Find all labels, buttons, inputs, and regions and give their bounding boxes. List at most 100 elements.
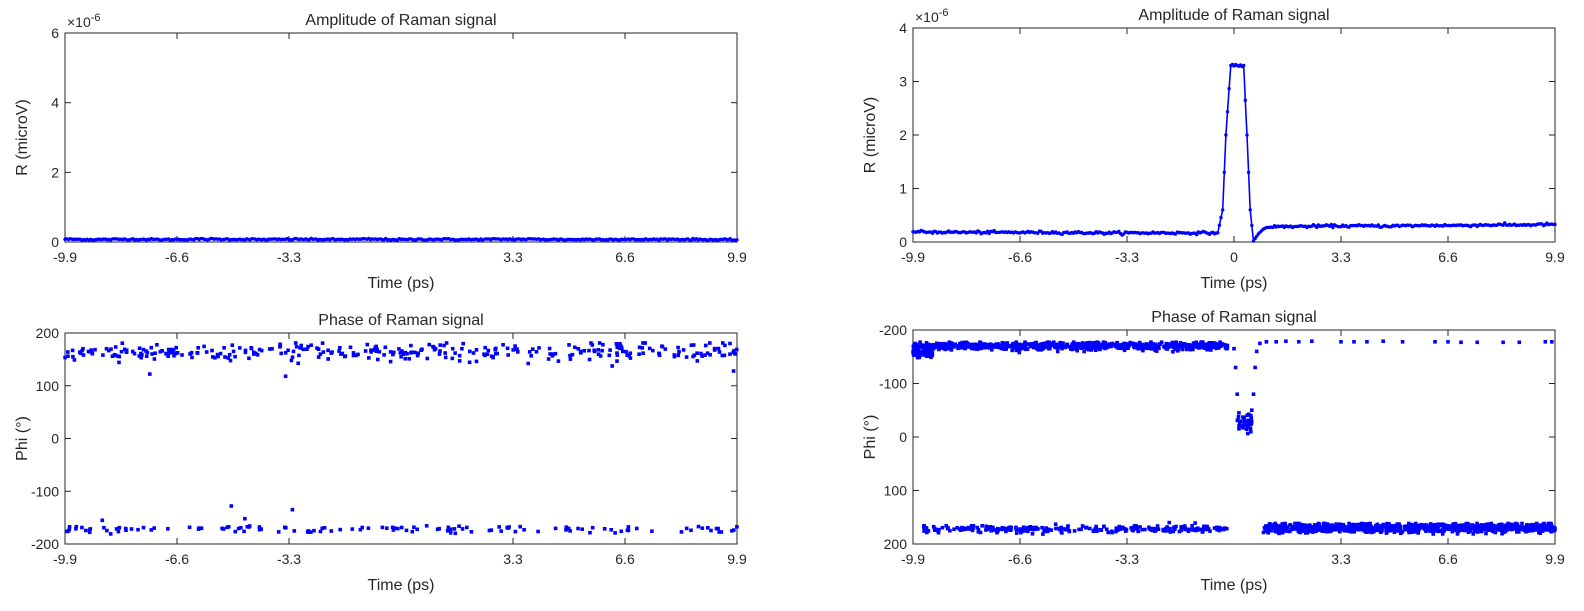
data-point (276, 530, 281, 534)
data-point (399, 525, 404, 530)
data-point (226, 525, 231, 529)
data-point (1438, 522, 1443, 527)
data-point (452, 527, 457, 531)
data-point (728, 352, 732, 356)
data-point (1005, 341, 1010, 345)
data-point (1030, 532, 1035, 536)
data-point (1347, 521, 1351, 526)
data-point (1299, 522, 1304, 527)
data-point (1168, 526, 1172, 531)
chart-right-amplitude: Amplitude of Raman signal ×10-6 -9.9 -6.6 -3… (862, 7, 1565, 292)
data-point (1082, 344, 1086, 348)
data-point (1178, 341, 1183, 345)
data-point (568, 353, 572, 358)
data-point (278, 344, 283, 348)
data-point (1241, 426, 1245, 430)
data-point (1442, 527, 1446, 532)
data-point (637, 352, 641, 356)
data-point (1003, 527, 1008, 531)
data-point (1172, 345, 1176, 350)
data-point (1055, 349, 1060, 354)
data-point (1225, 343, 1229, 348)
data-point (1044, 344, 1048, 348)
data-point (446, 525, 451, 530)
data-point (1227, 86, 1231, 91)
data-point (1214, 525, 1219, 530)
data-point (1205, 527, 1209, 532)
data-point (625, 528, 630, 533)
data-point (1046, 346, 1051, 351)
data-point (915, 353, 919, 358)
data-point (1048, 344, 1052, 348)
data-point (924, 341, 929, 345)
data-point (257, 527, 262, 532)
data-point (982, 343, 986, 347)
data-point (946, 342, 951, 346)
data-point (960, 525, 964, 530)
x-tick-label: -3.3 (1115, 551, 1139, 567)
data-point (695, 359, 700, 363)
x-axis-label: Time (ps) (1201, 577, 1268, 594)
data-point (915, 350, 919, 354)
data-point (1092, 341, 1096, 345)
x-tick-label: -6.6 (1008, 249, 1032, 265)
data-point (956, 344, 960, 349)
data-point (925, 350, 930, 355)
data-point (1349, 530, 1353, 534)
data-point (1020, 527, 1025, 531)
data-point (1232, 346, 1236, 351)
data-point (1479, 525, 1483, 530)
data-point (501, 343, 505, 347)
data-point (1296, 526, 1300, 530)
data-point (74, 524, 79, 529)
data-point (204, 350, 209, 354)
data-point (1508, 523, 1512, 528)
data-point (294, 344, 299, 349)
data-point (388, 350, 393, 354)
data-point (641, 341, 645, 345)
data-point (390, 525, 395, 530)
data-point (338, 527, 342, 532)
data-point (1265, 527, 1270, 532)
data-point (1235, 392, 1239, 396)
data-point (1238, 421, 1242, 426)
data-point (1088, 526, 1092, 531)
data-point (1492, 526, 1497, 531)
data-point (461, 341, 465, 346)
data-point (1371, 528, 1376, 533)
data-point (513, 529, 518, 534)
data-point (1133, 345, 1137, 350)
data-point (107, 348, 111, 353)
data-point (1174, 346, 1178, 351)
data-point (1515, 524, 1520, 528)
data-point (320, 526, 324, 531)
y-tick-label: 6 (51, 25, 59, 41)
data-point (1114, 529, 1118, 534)
data-point (1040, 347, 1044, 351)
data-point (223, 355, 227, 359)
data-point (457, 353, 462, 358)
plot-area (912, 329, 1556, 545)
data-point (211, 355, 215, 359)
x-tick-label: -6.6 (165, 249, 189, 265)
data-point (1386, 525, 1391, 530)
data-point (1538, 526, 1542, 531)
data-point (1521, 527, 1526, 532)
x-tick-label: -9.9 (901, 551, 925, 567)
data-point (972, 345, 977, 350)
data-point (356, 352, 360, 357)
data-point (1248, 426, 1253, 431)
data-point (131, 349, 135, 354)
data-point (404, 528, 409, 533)
data-point (1384, 523, 1388, 527)
data-point (239, 526, 243, 530)
data-point (1183, 344, 1188, 349)
data-point (243, 350, 248, 355)
data-point (1548, 528, 1553, 533)
data-point (306, 344, 310, 349)
data-point (988, 343, 993, 347)
data-point (437, 352, 442, 356)
chart-title: Amplitude of Raman signal (1138, 7, 1329, 24)
data-point (1110, 342, 1114, 346)
data-point (1280, 526, 1284, 531)
